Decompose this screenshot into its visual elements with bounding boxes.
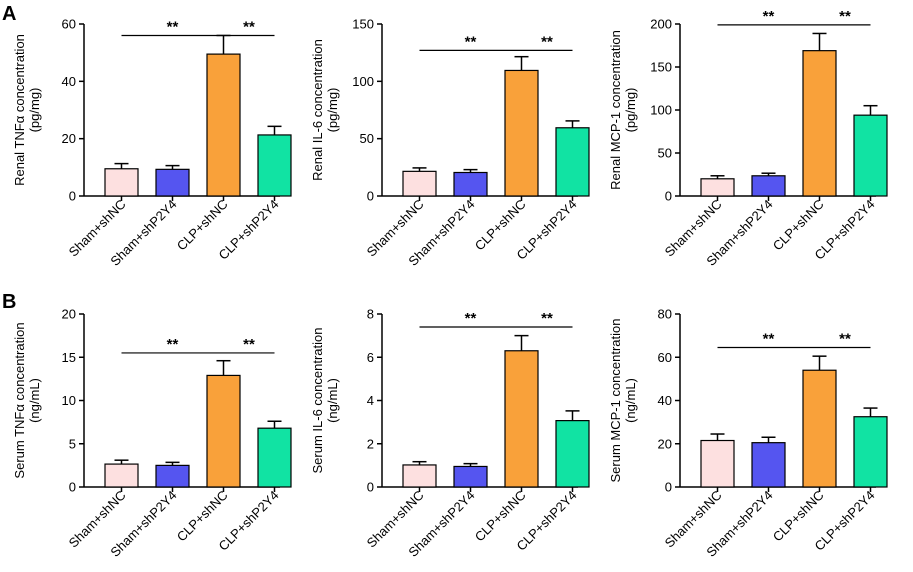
y-axis-label: Serum TNFα concentration: [12, 322, 27, 478]
significance-label: **: [167, 336, 179, 353]
y-axis-label: (pg/mg): [325, 88, 340, 133]
bar-sham-shp2y4: [751, 175, 786, 197]
y-tick-label: 60: [658, 350, 672, 365]
y-tick-label: 2: [367, 436, 374, 451]
y-tick-label: 8: [367, 307, 374, 322]
bar-clp-shp2y4: [555, 420, 590, 488]
significance-label: **: [839, 8, 851, 25]
y-axis-label: Renal MCP-1 concentration: [608, 30, 623, 190]
y-tick-label: 0: [69, 480, 76, 495]
y-tick-label: 200: [650, 17, 672, 32]
bar-clp-shnc: [802, 50, 837, 197]
bar-sham-shp2y4: [453, 171, 488, 197]
y-tick-label: 0: [665, 189, 672, 204]
bar-sham-shp2y4: [155, 168, 190, 197]
bar-sham-shnc: [700, 439, 735, 488]
bar-sham-shnc: [402, 464, 437, 488]
y-tick-label: 60: [62, 17, 76, 32]
y-axis-label: (ng/mL): [27, 378, 42, 423]
y-tick-label: 50: [658, 146, 672, 161]
y-tick-label: 50: [360, 131, 374, 146]
y-tick-label: 5: [69, 436, 76, 451]
y-tick-label: 10: [62, 393, 76, 408]
y-tick-label: 6: [367, 350, 374, 365]
y-axis-label: Serum MCP-1 concentration: [608, 318, 623, 482]
bar-clp-shnc: [504, 350, 539, 488]
significance-label: **: [763, 331, 775, 348]
y-tick-label: 15: [62, 350, 76, 365]
significance-label: **: [763, 8, 775, 25]
y-axis-label: (ng/mL): [623, 378, 638, 423]
significance-label: **: [243, 18, 255, 35]
y-tick-label: 0: [367, 189, 374, 204]
y-tick-label: 40: [62, 74, 76, 89]
chart-panel-6: 0 20 40 60 80 Serum MCP-1 concentration (ng/mL…: [608, 307, 888, 560]
y-tick-label: 100: [650, 103, 672, 118]
significance-label: **: [839, 331, 851, 348]
y-tick-label: 20: [658, 436, 672, 451]
significance-label: **: [243, 336, 255, 353]
bar-clp-shnc: [802, 369, 837, 488]
y-tick-label: 80: [658, 307, 672, 322]
bar-sham-shnc: [700, 178, 735, 197]
chart-panel-2: 0 50 100 150 Renal IL-6 concentration (pg/mg)…: [310, 17, 590, 269]
bar-clp-shp2y4: [555, 127, 590, 197]
y-tick-label: 4: [367, 393, 374, 408]
y-tick-label: 150: [352, 17, 374, 32]
y-axis-label: Renal TNFα concentration: [12, 34, 27, 186]
significance-label: **: [167, 18, 179, 35]
y-tick-label: 0: [367, 480, 374, 495]
bar-sham-shnc: [104, 168, 139, 197]
y-tick-label: 20: [62, 307, 76, 322]
bar-sham-shnc: [104, 463, 139, 488]
significance-label: **: [465, 33, 477, 50]
panel-label-a: A: [2, 3, 16, 25]
bar-clp-shp2y4: [257, 134, 292, 197]
bar-clp-shp2y4: [853, 114, 888, 197]
y-axis-label: Serum IL-6 concentration: [310, 328, 325, 474]
bar-sham-shnc: [402, 170, 437, 197]
bar-clp-shnc: [206, 374, 241, 488]
bar-sham-shp2y4: [155, 464, 190, 488]
bar-sham-shp2y4: [453, 465, 488, 488]
chart-panel-3: 0 50 100 150 200 Renal MCP-1 concentration (pg…: [608, 8, 888, 269]
y-axis-label: (pg/mg): [623, 88, 638, 133]
significance-label: **: [465, 310, 477, 327]
y-tick-label: 40: [658, 393, 672, 408]
bar-clp-shnc: [206, 53, 241, 197]
y-axis-label: (pg/mg): [27, 88, 42, 133]
significance-label: **: [541, 310, 553, 327]
y-tick-label: 0: [665, 480, 672, 495]
y-axis-label: Renal IL-6 concentration: [310, 39, 325, 181]
y-tick-label: 20: [62, 131, 76, 146]
bar-clp-shnc: [504, 69, 539, 197]
bar-clp-shp2y4: [853, 416, 888, 488]
bar-clp-shp2y4: [257, 427, 292, 488]
y-axis-label: (ng/mL): [325, 378, 340, 423]
panel-label-b: B: [2, 291, 16, 313]
y-tick-label: 150: [650, 60, 672, 75]
y-tick-label: 0: [69, 189, 76, 204]
y-tick-label: 100: [352, 74, 374, 89]
bar-sham-shp2y4: [751, 442, 786, 488]
significance-label: **: [541, 33, 553, 50]
